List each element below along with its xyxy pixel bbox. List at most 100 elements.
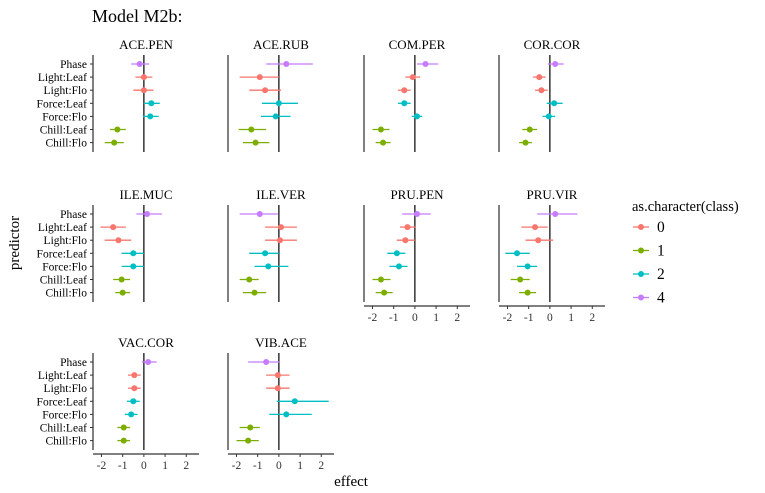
point	[538, 87, 545, 94]
point	[526, 126, 533, 133]
x-tick-label: 1	[568, 312, 574, 324]
point	[381, 289, 388, 296]
point	[252, 139, 259, 146]
panel-vac-cor: VAC.COR PhaseLight:LeafLight:FloForce:Lea…	[37, 335, 199, 472]
point	[377, 126, 384, 133]
point	[404, 224, 411, 231]
point	[545, 113, 552, 120]
y-tick-label: Force:Flo	[42, 261, 87, 273]
point	[130, 263, 137, 270]
point	[248, 126, 255, 133]
point	[414, 211, 420, 217]
y-tick-label: Light:Leaf	[38, 370, 87, 382]
x-tick-label: 0	[276, 460, 282, 472]
point	[522, 139, 529, 146]
y-tick-label: Phase	[60, 59, 87, 71]
point	[136, 61, 143, 67]
point	[110, 224, 117, 231]
legend-label: 1	[657, 243, 665, 260]
x-tick-label: -2	[232, 460, 242, 472]
panel-cor-cor: COR.COR	[498, 37, 581, 152]
point	[514, 250, 521, 257]
y-tick-label: Phase	[60, 209, 87, 221]
x-tick-label: -2	[97, 460, 107, 472]
legend: as.character(class) 0 1 2 4	[632, 199, 739, 307]
point	[275, 100, 282, 107]
facet-label: COR.COR	[524, 37, 581, 52]
y-tick-label: Force:Flo	[42, 409, 87, 421]
y-tick-label: Light:Leaf	[38, 222, 87, 234]
point	[140, 87, 147, 94]
point	[131, 385, 138, 392]
point	[532, 224, 539, 231]
x-tick-label: 0	[412, 312, 418, 324]
point	[115, 237, 122, 244]
legend-title: as.character(class)	[632, 199, 739, 215]
legend-key-point	[638, 294, 644, 301]
legend-label: 0	[657, 219, 665, 236]
facet-label: PRU.PEN	[390, 187, 444, 202]
facet-label: ILE.MUC	[119, 187, 172, 202]
x-tick-label: -1	[118, 460, 128, 472]
y-tick-label: Phase	[60, 357, 87, 369]
point	[148, 100, 155, 107]
point	[144, 211, 151, 217]
x-tick-label: -2	[503, 312, 513, 324]
facet-label: ILE.VER	[256, 187, 306, 202]
panel-ace-rub: ACE.RUB	[227, 37, 313, 152]
y-tick-label: Light:Leaf	[38, 72, 87, 84]
point	[245, 437, 252, 444]
y-tick-label: Light:Flo	[44, 383, 88, 395]
point	[283, 411, 290, 418]
point	[263, 359, 270, 365]
point	[402, 237, 409, 244]
point	[256, 211, 263, 217]
point	[140, 74, 147, 81]
y-tick-label: Chill:Flo	[45, 436, 87, 448]
y-tick-label: Force:Leaf	[37, 396, 88, 408]
y-tick-label: Force:Leaf	[37, 98, 88, 110]
x-tick-label: 1	[297, 460, 303, 472]
facet-label: COM.PER	[389, 37, 446, 52]
point	[536, 74, 543, 81]
point	[247, 424, 254, 431]
x-tick-label: -1	[389, 312, 399, 324]
x-tick-label: 2	[454, 312, 460, 324]
legend-label: 2	[657, 266, 665, 283]
point	[246, 276, 253, 283]
point	[422, 61, 429, 67]
point	[393, 250, 400, 257]
y-tick-label: Chill:Flo	[45, 138, 87, 150]
y-tick-label: Chill:Leaf	[40, 125, 87, 137]
point	[120, 437, 127, 444]
point	[274, 385, 281, 392]
point	[272, 113, 279, 120]
x-tick-label: 0	[547, 312, 553, 324]
point	[111, 139, 118, 146]
point	[114, 126, 121, 133]
facet-label: VAC.COR	[118, 335, 174, 350]
point	[380, 139, 387, 146]
point	[552, 61, 559, 67]
panel-ace-pen: ACE.PEN PhaseLight:LeafLight:FloForce:Lea…	[37, 37, 174, 152]
point	[401, 100, 408, 107]
point	[118, 276, 125, 283]
y-axis-label: predictor	[7, 216, 23, 270]
point	[377, 276, 384, 283]
x-tick-label: -2	[368, 312, 378, 324]
point	[535, 237, 542, 244]
y-tick-label: Chill:Leaf	[40, 275, 87, 287]
y-tick-label: Force:Leaf	[37, 248, 88, 260]
point	[291, 398, 298, 405]
y-tick-label: Chill:Flo	[45, 288, 87, 300]
point	[119, 289, 126, 296]
point	[283, 61, 290, 67]
point	[552, 211, 559, 217]
x-tick-label: 1	[162, 460, 168, 472]
legend-key-point	[638, 271, 644, 277]
facet-label: PRU.VIR	[527, 187, 578, 202]
panel-com-per: COM.PER	[363, 37, 446, 152]
x-tick-label: 2	[318, 460, 324, 472]
y-tick-label: Light:Flo	[44, 85, 88, 97]
